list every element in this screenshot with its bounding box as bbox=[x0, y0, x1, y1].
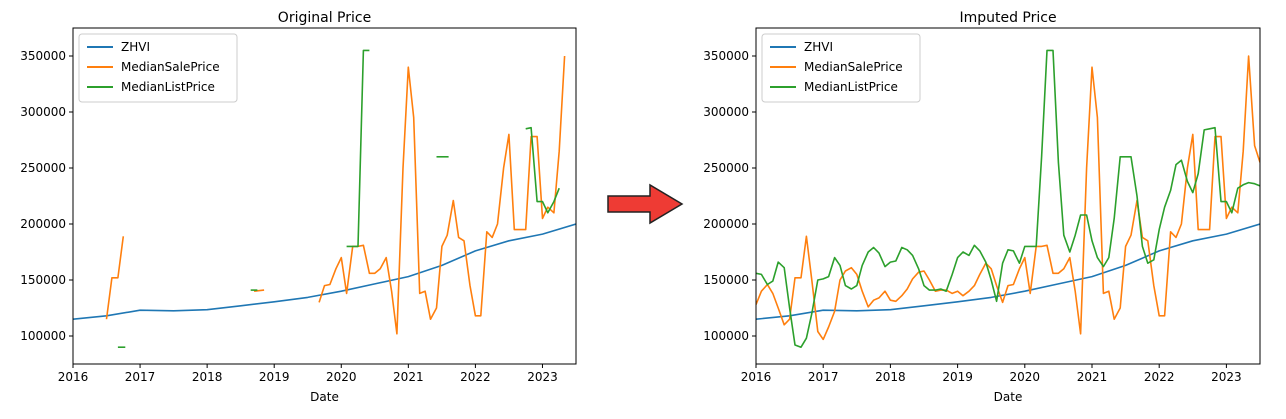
series-line-medianlistprice bbox=[525, 126, 560, 214]
chart-original-price: Original Price 2016 2017 2018 2019 2020 2021 20… bbox=[20, 10, 577, 404]
x-tick-label: 2016 bbox=[741, 370, 772, 384]
x-axis-label: Date bbox=[310, 390, 339, 404]
x-tick-label: 2022 bbox=[1144, 370, 1175, 384]
series-line-mediansaleprice bbox=[254, 289, 265, 292]
axes-frame bbox=[72, 27, 577, 365]
x-axis-label: Date bbox=[994, 390, 1023, 404]
x-tick-label: 2019 bbox=[942, 370, 973, 384]
y-tick-label: 250000 bbox=[20, 161, 66, 175]
x-tick-label: 2020 bbox=[326, 370, 357, 384]
x-tick-label: 2017 bbox=[808, 370, 839, 384]
legend-entry-medianlistprice: MedianListPrice bbox=[121, 80, 215, 94]
y-tick-label: 200000 bbox=[20, 217, 66, 231]
axes-frame bbox=[755, 27, 1261, 365]
y-tick-label: 100000 bbox=[703, 329, 749, 343]
x-tick-label: 2018 bbox=[875, 370, 906, 384]
legend: ZHVI MedianSalePrice MedianListPrice bbox=[78, 33, 238, 103]
y-tick-label: 350000 bbox=[703, 49, 749, 63]
legend-entry-zhvi: ZHVI bbox=[121, 40, 150, 54]
legend: ZHVI MedianSalePrice MedianListPrice bbox=[761, 33, 921, 103]
series-line-mediansaleprice bbox=[756, 55, 1260, 341]
plot-area bbox=[73, 49, 576, 349]
x-tick-label: 2021 bbox=[1077, 370, 1108, 384]
y-tick-label: 300000 bbox=[703, 105, 749, 119]
x-tick-label: 2016 bbox=[58, 370, 89, 384]
chart-title: Original Price bbox=[278, 10, 371, 26]
x-tick-label: 2022 bbox=[460, 370, 491, 384]
legend-entry-mediansaleprice: MedianSalePrice bbox=[121, 60, 220, 74]
series-line-medianlistprice bbox=[756, 49, 1260, 349]
right-arrow-icon bbox=[607, 183, 684, 225]
x-tick-label: 2018 bbox=[192, 370, 223, 384]
x-tick-label: 2023 bbox=[1211, 370, 1242, 384]
plot-area bbox=[756, 49, 1260, 349]
x-tick-label: 2023 bbox=[527, 370, 558, 384]
x-tick-label: 2019 bbox=[259, 370, 290, 384]
legend-entry-medianlistprice: MedianListPrice bbox=[804, 80, 898, 94]
y-tick-label: 250000 bbox=[703, 161, 749, 175]
series-line-zhvi bbox=[756, 223, 1260, 320]
x-tick-label: 2021 bbox=[393, 370, 424, 384]
y-tick-label: 100000 bbox=[20, 329, 66, 343]
chart-imputed-price: Imputed Price 2016 2017 2018 2019 2020 2021 202… bbox=[703, 10, 1261, 404]
series-line-mediansaleprice bbox=[105, 236, 125, 320]
y-tick-label: 150000 bbox=[20, 273, 66, 287]
x-tick-label: 2020 bbox=[1010, 370, 1041, 384]
legend-entry-mediansaleprice: MedianSalePrice bbox=[804, 60, 903, 74]
x-tick-label: 2017 bbox=[125, 370, 156, 384]
y-tick-label: 200000 bbox=[703, 217, 749, 231]
series-line-zhvi bbox=[73, 223, 576, 320]
series-line-mediansaleprice bbox=[318, 55, 566, 335]
y-tick-label: 150000 bbox=[703, 273, 749, 287]
y-tick-label: 350000 bbox=[20, 49, 66, 63]
legend-entry-zhvi: ZHVI bbox=[804, 40, 833, 54]
series-line-medianlistprice bbox=[346, 49, 370, 248]
chart-title: Imputed Price bbox=[959, 10, 1056, 26]
y-tick-label: 300000 bbox=[20, 105, 66, 119]
